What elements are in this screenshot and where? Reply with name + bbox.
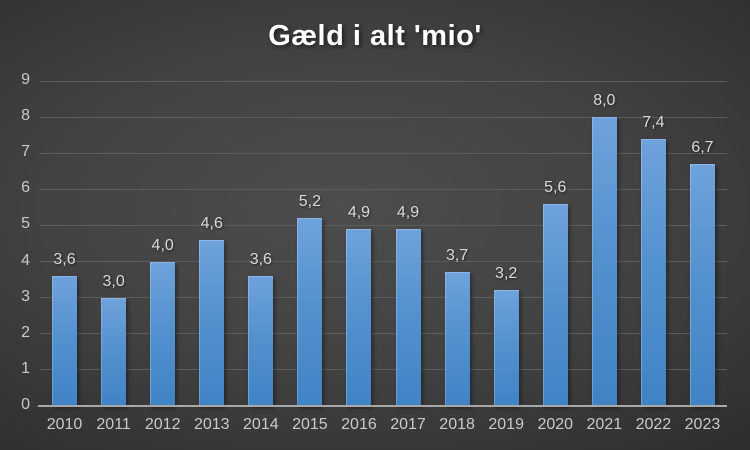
gridline (40, 333, 727, 335)
bar-2010[interactable] (52, 276, 78, 406)
bar-2012[interactable] (150, 261, 176, 406)
bar-2023[interactable] (689, 164, 715, 406)
bar-2013[interactable] (199, 239, 225, 406)
data-label: 3,2 (495, 265, 518, 283)
data-label: 5,6 (544, 178, 567, 196)
gridline (40, 224, 727, 226)
data-label: 4,9 (347, 204, 371, 222)
x-axis-tick-label: 2022 (635, 416, 672, 433)
y-axis-tick-label: 9 (21, 71, 30, 88)
data-label: 3,6 (249, 251, 272, 268)
bar-2015[interactable] (297, 218, 323, 406)
data-label: 7,4 (642, 113, 665, 131)
bar-2011[interactable] (101, 297, 127, 406)
data-label: 3,6 (53, 251, 76, 268)
x-axis-tick-label: 2014 (243, 416, 279, 433)
y-axis-tick-label: 1 (21, 359, 30, 377)
y-axis-tick-label: 5 (21, 215, 30, 233)
data-label: 8,0 (593, 92, 616, 110)
data-label: 4,9 (396, 204, 420, 222)
data-label: 4,0 (151, 236, 174, 254)
gridline (40, 80, 727, 82)
bar-2017[interactable] (395, 229, 421, 406)
y-axis-tick-label: 0 (21, 396, 30, 413)
x-axis-tick-label: 2023 (684, 416, 721, 433)
gridline (40, 116, 727, 118)
y-axis-tick-label: 2 (21, 323, 30, 341)
x-axis-tick-label: 2013 (193, 416, 230, 433)
y-axis-tick-label: 3 (21, 287, 30, 305)
bar-2019[interactable] (493, 290, 519, 406)
x-axis-tick-label: 2017 (390, 416, 426, 433)
x-axis-tick-label: 2021 (586, 416, 623, 433)
bar-2021[interactable] (591, 117, 617, 406)
x-axis-tick-label: 2015 (292, 416, 328, 433)
gridline (40, 369, 727, 371)
gridline (40, 188, 727, 190)
y-axis-tick-label: 7 (21, 143, 30, 161)
bar-2022[interactable] (640, 138, 666, 406)
x-axis-line (38, 405, 727, 407)
bar-2018[interactable] (444, 272, 470, 406)
data-label: 5,2 (298, 193, 322, 211)
chart-title: Gæld i alt 'mio' (268, 20, 482, 52)
y-axis-tick-label: 4 (21, 251, 30, 269)
bar-2020[interactable] (542, 203, 568, 406)
data-label: 4,6 (200, 214, 223, 232)
data-label: 6,7 (691, 139, 714, 157)
x-axis-tick-label: 2016 (341, 416, 377, 433)
gridline (40, 152, 727, 154)
y-axis-tick-label: 8 (21, 107, 30, 125)
x-axis-tick-label: 2010 (46, 416, 83, 433)
x-axis-tick-label: 2020 (537, 416, 574, 433)
y-axis-tick-label: 6 (21, 179, 30, 197)
x-axis-tick-label: 2012 (144, 416, 181, 433)
bar-2016[interactable] (346, 229, 372, 406)
data-label: 3,0 (102, 272, 125, 290)
gridline (40, 261, 727, 263)
data-label: 3,7 (445, 247, 469, 265)
x-axis-tick-label: 2011 (96, 416, 131, 433)
gridline (40, 297, 727, 299)
x-axis-tick-label: 2019 (488, 416, 524, 433)
bar-2014[interactable] (248, 276, 274, 406)
x-axis-tick-label: 2018 (439, 416, 475, 433)
